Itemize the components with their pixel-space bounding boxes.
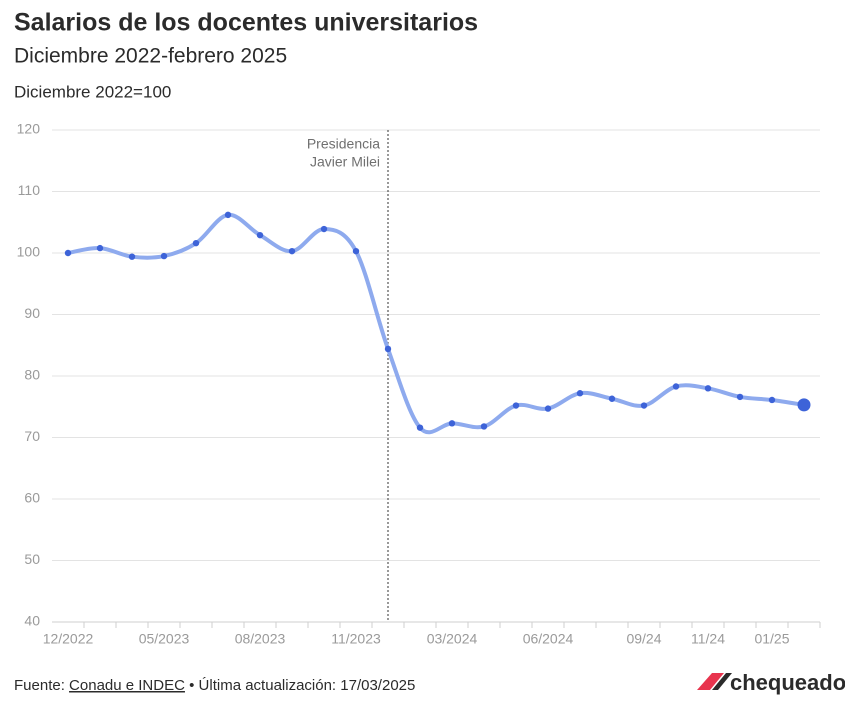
annotation-text: Presidencia <box>307 136 380 152</box>
logo-text: chequeado <box>730 670 845 695</box>
point <box>672 383 680 390</box>
y-tick-label: 110 <box>18 182 41 198</box>
point <box>256 231 264 239</box>
x-tick-label: 11/2023 <box>331 631 381 647</box>
point <box>288 247 296 255</box>
point <box>797 398 811 412</box>
point <box>416 424 424 431</box>
point <box>96 244 104 252</box>
x-tick-label: 12/2022 <box>43 631 94 647</box>
y-tick-label: 120 <box>17 121 41 137</box>
y-tick-label: 40 <box>24 613 40 629</box>
point <box>224 211 232 219</box>
point <box>160 252 168 260</box>
point <box>352 247 360 255</box>
point <box>736 393 744 401</box>
line <box>66 212 806 435</box>
x-tick-label: 11/24 <box>691 631 725 647</box>
x-tick-label: 08/2023 <box>235 631 286 647</box>
source: Conadu e INDEC <box>69 677 185 694</box>
point <box>544 405 552 412</box>
y-axis-label: Diciembre 2022=100 <box>14 82 171 101</box>
y-tick-label: 80 <box>24 367 40 383</box>
point <box>640 402 648 409</box>
logo-mark <box>697 673 724 690</box>
point <box>128 253 136 260</box>
logo: chequeado <box>697 670 845 695</box>
point <box>512 402 520 409</box>
y-tick-label: 90 <box>24 305 40 321</box>
chart-subtitle: Diciembre 2022-febrero 2025 <box>14 45 287 68</box>
chart-title: Salarios de los docentes universitarios <box>14 9 478 37</box>
x-tick-label: 06/2024 <box>523 631 574 647</box>
x-tick-label: 09/24 <box>626 631 661 647</box>
point <box>64 249 72 257</box>
y-tick-label: 50 <box>24 551 40 567</box>
point <box>576 390 584 397</box>
point <box>448 420 456 427</box>
point <box>608 395 616 402</box>
y-tick-label: 100 <box>17 244 41 260</box>
y-tick-label: 60 <box>24 490 40 506</box>
x-tick-label: 05/2023 <box>139 631 190 647</box>
logo-mark <box>712 673 732 690</box>
x-tick-label: 01/25 <box>754 631 789 647</box>
point <box>768 396 776 404</box>
annotation-text: Javier Milei <box>310 154 380 170</box>
x-tick-label: 03/2024 <box>427 631 478 647</box>
updated: • Última actualización: 17/03/2025 <box>189 677 415 694</box>
footer: Fuente: Conadu e INDEC • Última actualiz… <box>14 677 415 694</box>
point <box>192 239 200 247</box>
point <box>384 345 392 353</box>
y-tick-label: 70 <box>24 428 40 444</box>
point <box>480 423 488 430</box>
point <box>704 385 712 392</box>
point <box>320 225 328 233</box>
source-label: Fuente: <box>14 677 65 694</box>
